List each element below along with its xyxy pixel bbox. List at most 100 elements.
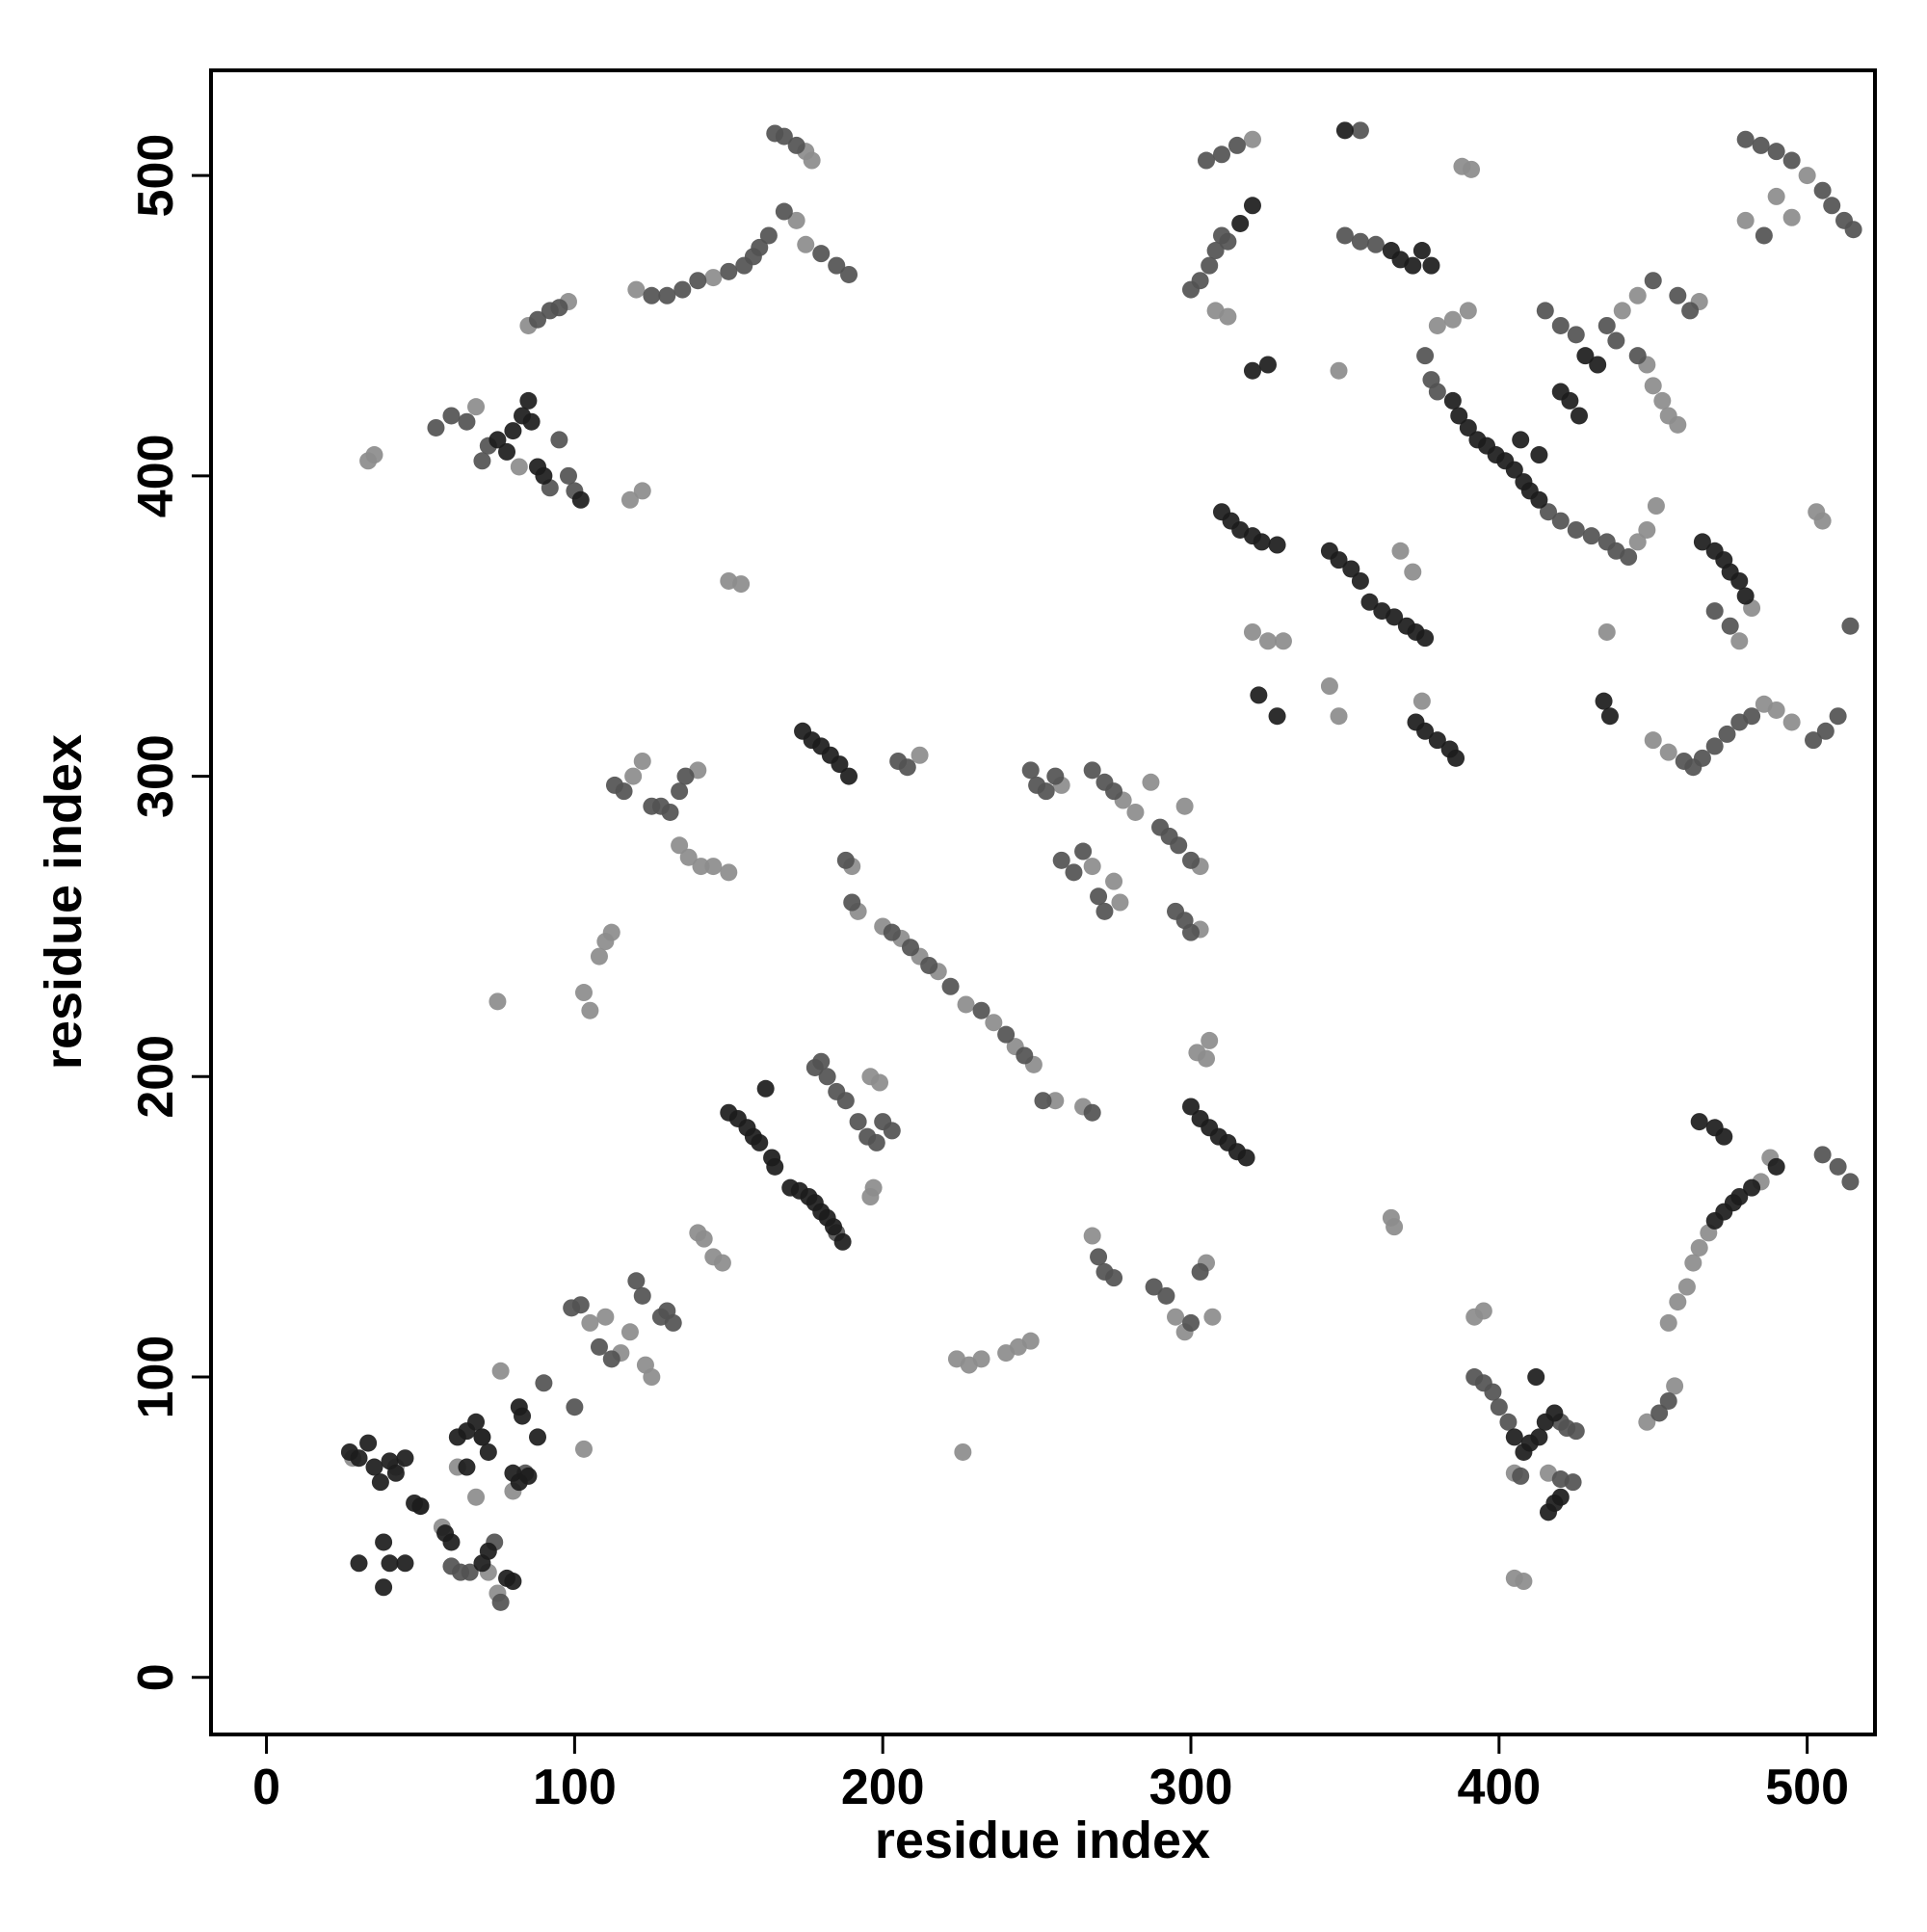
point <box>1530 446 1548 464</box>
point <box>1659 1391 1677 1410</box>
point <box>1736 130 1755 148</box>
point <box>671 782 689 801</box>
point <box>1243 622 1261 641</box>
point <box>1459 418 1477 437</box>
point <box>1690 1113 1708 1131</box>
x-axis-title: residue index <box>875 1812 1210 1869</box>
x-tick-label: 300 <box>1149 1760 1233 1815</box>
point <box>704 858 723 876</box>
point <box>1021 761 1040 780</box>
point <box>836 851 855 869</box>
point <box>1330 707 1348 726</box>
point <box>898 758 916 777</box>
point <box>1366 235 1385 253</box>
point <box>643 286 661 304</box>
point <box>1705 1119 1724 1137</box>
point <box>1782 208 1801 226</box>
point <box>1330 361 1348 380</box>
point <box>627 1272 646 1290</box>
point <box>787 136 805 154</box>
point <box>775 127 793 146</box>
point <box>461 1563 479 1581</box>
point <box>602 923 620 941</box>
point <box>833 1232 852 1251</box>
point <box>1175 797 1194 815</box>
point <box>1351 232 1369 251</box>
point <box>550 299 568 317</box>
point <box>1416 722 1435 740</box>
point <box>1782 151 1801 170</box>
point <box>1570 407 1588 425</box>
point <box>1142 773 1160 791</box>
point <box>1684 1254 1703 1272</box>
point <box>1021 1332 1040 1350</box>
point <box>1607 331 1625 350</box>
point <box>350 1554 368 1573</box>
point <box>985 1014 1003 1032</box>
point <box>1628 286 1647 304</box>
point <box>1360 593 1379 611</box>
point <box>581 1313 599 1332</box>
point <box>751 238 769 256</box>
point <box>473 1428 491 1446</box>
point <box>1428 731 1446 750</box>
point <box>1841 617 1860 635</box>
point <box>1443 391 1462 410</box>
point <box>1693 533 1711 551</box>
point <box>1105 1269 1123 1287</box>
point <box>365 446 383 464</box>
point <box>1167 1308 1185 1326</box>
point <box>1090 1248 1108 1266</box>
point <box>1231 214 1250 232</box>
point <box>1046 767 1065 785</box>
point <box>1191 272 1209 290</box>
point <box>504 1573 522 1591</box>
point <box>1644 377 1662 395</box>
point <box>596 1308 615 1326</box>
point <box>381 1554 399 1573</box>
point <box>883 1122 901 1140</box>
point <box>803 151 821 170</box>
point <box>1582 527 1600 545</box>
point <box>1551 316 1570 334</box>
point <box>1561 391 1579 410</box>
y-axis-title: residue index <box>35 734 92 1070</box>
point <box>488 431 507 449</box>
point <box>1600 707 1619 726</box>
point <box>574 984 593 1002</box>
point <box>911 746 929 764</box>
y-tick-label: 300 <box>128 734 184 818</box>
point <box>664 1313 682 1332</box>
point <box>529 310 547 329</box>
point <box>1767 701 1785 719</box>
point <box>1191 1262 1209 1281</box>
point <box>590 947 608 966</box>
point <box>1145 1278 1163 1296</box>
point <box>1203 1308 1222 1326</box>
point <box>1829 707 1847 726</box>
point <box>1443 310 1462 329</box>
point <box>1730 571 1749 590</box>
point <box>1813 181 1832 199</box>
point <box>1105 782 1123 801</box>
point <box>479 1542 497 1560</box>
point <box>602 1350 620 1368</box>
point <box>1595 692 1613 710</box>
point <box>1567 520 1585 539</box>
point <box>1730 632 1749 650</box>
point <box>1083 761 1101 780</box>
point <box>1551 512 1570 530</box>
point <box>1659 743 1677 761</box>
point <box>1258 632 1277 650</box>
x-tick-label: 400 <box>1457 1760 1541 1815</box>
point <box>1690 1238 1708 1257</box>
point <box>1681 302 1700 320</box>
point <box>1243 130 1261 148</box>
x-tick-label: 500 <box>1765 1760 1849 1815</box>
point <box>825 1218 843 1236</box>
point <box>1428 383 1446 401</box>
point <box>1638 520 1656 539</box>
point <box>1628 347 1647 365</box>
point <box>775 202 793 221</box>
point <box>1499 1413 1518 1431</box>
